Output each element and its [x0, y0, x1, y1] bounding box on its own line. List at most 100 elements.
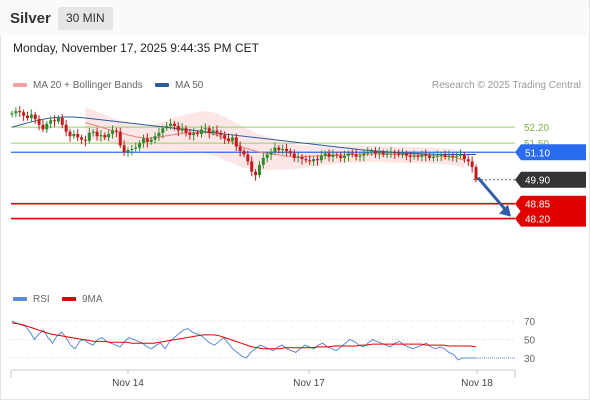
timeframe-button[interactable]: 30 MIN: [58, 7, 113, 30]
candle-body: [37, 119, 41, 125]
candle-body: [377, 152, 381, 154]
candle-body: [126, 149, 130, 153]
candle-body: [304, 159, 308, 161]
candle-body: [138, 143, 142, 148]
candles: [10, 106, 478, 183]
candle-body: [288, 151, 292, 154]
legend-ma50: MA 50: [155, 80, 203, 91]
candle-body: [56, 117, 60, 122]
forecast-arrow-head: [499, 204, 511, 217]
candle-body: [370, 151, 374, 153]
candle-body: [64, 124, 68, 132]
candle-body: [373, 151, 377, 154]
candle-body: [14, 111, 18, 114]
pivot-tag: [515, 144, 586, 161]
current-price-tag: [515, 171, 586, 188]
candle-body: [33, 114, 37, 120]
candle-body: [350, 153, 354, 155]
candle-body: [80, 137, 84, 140]
candle-body: [269, 152, 273, 155]
symbol-title: Silver: [10, 10, 51, 27]
candle-body: [412, 155, 416, 157]
candle-body: [339, 155, 343, 158]
candle-body: [234, 137, 238, 147]
candle-body: [176, 125, 180, 131]
ma9-swatch: [62, 297, 76, 302]
candle-body: [281, 148, 285, 150]
candle-body: [130, 148, 134, 150]
candle-body: [60, 117, 64, 125]
legend-ma20-bb: MA 20 + Bollinger Bands: [13, 80, 143, 91]
candle-body: [265, 154, 269, 158]
candle-body: [404, 153, 408, 156]
candle-body: [91, 131, 95, 133]
candle-body: [312, 159, 316, 162]
candle-body: [72, 133, 76, 137]
candle-body: [323, 153, 327, 156]
candle-body: [111, 130, 115, 134]
candle-body: [455, 155, 459, 157]
candle-body: [343, 155, 347, 158]
candle-body: [25, 115, 29, 118]
header-bar: Silver 30 MIN: [0, 0, 588, 36]
candle-body: [196, 132, 200, 134]
candle-body: [203, 128, 207, 130]
candle-body: [428, 155, 432, 158]
candle-body: [285, 148, 289, 152]
resistance-label: 52.20: [524, 123, 549, 134]
rsi-swatch: [13, 297, 27, 302]
candle-body: [99, 135, 103, 137]
candle-body: [401, 153, 405, 155]
rsi-tick-label: 30: [524, 354, 536, 365]
candle-body: [122, 145, 126, 153]
candle-body: [420, 154, 424, 157]
pivot-label: 51.10: [525, 148, 550, 159]
candle-body: [134, 147, 138, 149]
candle-body: [68, 131, 72, 137]
candle-body: [447, 155, 451, 157]
rsi-line: [11, 320, 476, 361]
candle-body: [227, 138, 231, 141]
candle-body: [188, 132, 192, 136]
forecast-arrow-shaft: [476, 176, 509, 213]
candle-body: [397, 153, 401, 155]
candle-body: [114, 130, 118, 132]
candle-body: [141, 138, 145, 144]
candle-body: [49, 120, 53, 124]
current-price-label: 49.90: [525, 176, 550, 187]
candle-body: [389, 152, 393, 154]
candle-body: [242, 151, 246, 155]
candle-body: [165, 125, 169, 129]
candle-body: [435, 155, 439, 157]
candle-body: [335, 154, 339, 156]
candle-body: [153, 136, 157, 140]
candle-body: [238, 146, 242, 152]
support-tag: [515, 195, 586, 212]
legend-ma20-label: MA 20 + Bollinger Bands: [33, 80, 143, 91]
candle-body: [223, 135, 227, 139]
rsi-tick-label: 70: [524, 317, 536, 328]
timestamp: Monday, November 17, 2025 9:44:35 PM CET: [13, 41, 259, 55]
candle-body: [219, 132, 223, 136]
candle-body: [408, 155, 412, 157]
candle-body: [215, 130, 219, 133]
credit-text: Research © 2025 Trading Central: [431, 80, 581, 91]
legend-ma9-label: 9MA: [82, 294, 103, 305]
candle-body: [10, 113, 14, 115]
candle-body: [273, 147, 277, 153]
candle-body: [315, 159, 319, 161]
candle-body: [385, 153, 389, 155]
candle-body: [107, 133, 111, 138]
candle-body: [358, 155, 362, 157]
candle-body: [29, 114, 33, 118]
candle-body: [257, 164, 261, 176]
candle-body: [261, 157, 265, 165]
x-tick-label: Nov 14: [112, 378, 144, 389]
candle-body: [169, 123, 173, 126]
candle-body: [327, 153, 331, 157]
candle-body: [76, 133, 80, 138]
candle-body: [354, 154, 358, 157]
legend-rsi-label: RSI: [33, 294, 50, 305]
candle-body: [393, 152, 397, 154]
candle-body: [424, 154, 428, 156]
